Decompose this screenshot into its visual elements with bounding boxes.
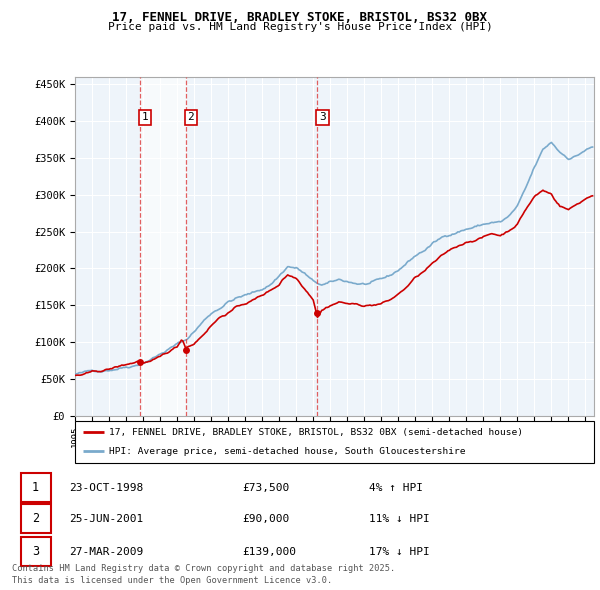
Text: 3: 3 bbox=[319, 113, 326, 122]
Text: 25-JUN-2001: 25-JUN-2001 bbox=[70, 514, 144, 524]
FancyBboxPatch shape bbox=[20, 473, 50, 502]
Text: This data is licensed under the Open Government Licence v3.0.: This data is licensed under the Open Gov… bbox=[12, 576, 332, 585]
Text: 27-MAR-2009: 27-MAR-2009 bbox=[70, 547, 144, 557]
Bar bbox=[140, 77, 185, 416]
Text: 1: 1 bbox=[142, 113, 148, 122]
Text: Contains HM Land Registry data © Crown copyright and database right 2025.: Contains HM Land Registry data © Crown c… bbox=[12, 565, 395, 573]
FancyBboxPatch shape bbox=[75, 421, 594, 463]
Text: 17% ↓ HPI: 17% ↓ HPI bbox=[369, 547, 430, 557]
Text: HPI: Average price, semi-detached house, South Gloucestershire: HPI: Average price, semi-detached house,… bbox=[109, 447, 465, 455]
Text: 3: 3 bbox=[32, 545, 39, 558]
Text: 4% ↑ HPI: 4% ↑ HPI bbox=[369, 483, 423, 493]
Text: £139,000: £139,000 bbox=[242, 547, 296, 557]
Text: Price paid vs. HM Land Registry's House Price Index (HPI): Price paid vs. HM Land Registry's House … bbox=[107, 22, 493, 32]
Text: £73,500: £73,500 bbox=[242, 483, 290, 493]
Text: 1: 1 bbox=[32, 481, 39, 494]
Text: 23-OCT-1998: 23-OCT-1998 bbox=[70, 483, 144, 493]
Text: 11% ↓ HPI: 11% ↓ HPI bbox=[369, 514, 430, 524]
Text: 17, FENNEL DRIVE, BRADLEY STOKE, BRISTOL, BS32 0BX (semi-detached house): 17, FENNEL DRIVE, BRADLEY STOKE, BRISTOL… bbox=[109, 428, 523, 437]
FancyBboxPatch shape bbox=[20, 504, 50, 533]
Text: £90,000: £90,000 bbox=[242, 514, 290, 524]
Text: 2: 2 bbox=[187, 113, 194, 122]
Text: 17, FENNEL DRIVE, BRADLEY STOKE, BRISTOL, BS32 0BX: 17, FENNEL DRIVE, BRADLEY STOKE, BRISTOL… bbox=[113, 11, 487, 24]
FancyBboxPatch shape bbox=[20, 537, 50, 566]
Text: 2: 2 bbox=[32, 512, 39, 525]
